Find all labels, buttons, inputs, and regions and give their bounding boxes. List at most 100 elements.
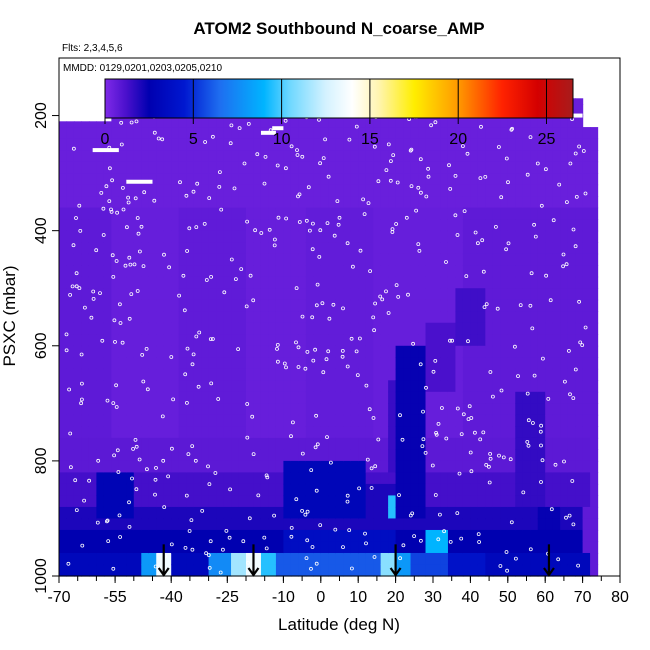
heatmap-cell-929 bbox=[223, 311, 232, 324]
heatmap-cell-2178 bbox=[447, 184, 457, 197]
heatmap-cell-2203 bbox=[447, 472, 457, 485]
sample-point-501 bbox=[431, 369, 436, 374]
heatmap-cell-514 bbox=[148, 368, 157, 381]
heatmap-cell-588 bbox=[163, 253, 172, 266]
heatmap-cell-504 bbox=[148, 253, 157, 266]
heatmap-cell-1903 bbox=[395, 403, 404, 416]
heatmap-cell-819 bbox=[201, 495, 210, 508]
sample-point-309 bbox=[464, 274, 469, 279]
sample-point-91 bbox=[573, 367, 578, 372]
heatmap-cell-2358 bbox=[477, 322, 486, 335]
heatmap-cell-22 bbox=[59, 368, 68, 381]
heatmap-cell-50 bbox=[66, 230, 75, 243]
sample-point-324 bbox=[331, 302, 336, 307]
heatmap-cell-1833 bbox=[380, 564, 389, 577]
heatmap-cell-2869 bbox=[567, 403, 576, 416]
heatmap-cell-2990 bbox=[590, 414, 599, 427]
sample-point-376 bbox=[436, 421, 441, 426]
heatmap-cell-631 bbox=[171, 265, 180, 278]
sample-point-337 bbox=[400, 437, 405, 442]
heatmap-cell-594 bbox=[163, 322, 172, 335]
heatmap-cell-2763 bbox=[552, 150, 561, 163]
heatmap-cell-261 bbox=[103, 357, 112, 370]
heatmap-cell-101 bbox=[73, 357, 83, 370]
heatmap-cell-1010 bbox=[238, 276, 247, 289]
heatmap-cell-416 bbox=[133, 207, 142, 220]
sample-point-386 bbox=[282, 361, 287, 366]
heatmap-cell-572 bbox=[156, 552, 165, 566]
heatmap-cell-16 bbox=[59, 299, 68, 312]
heatmap-cell-43 bbox=[66, 150, 75, 163]
heatmap-cell-1349 bbox=[298, 311, 307, 324]
heatmap-cell-2671 bbox=[530, 541, 539, 554]
heatmap-cell-1443 bbox=[313, 426, 322, 439]
heatmap-cell-1138 bbox=[260, 299, 270, 312]
heatmap-cell-136 bbox=[81, 299, 90, 312]
heatmap-cell-1895 bbox=[395, 311, 404, 324]
sample-point-82 bbox=[411, 341, 416, 346]
heatmap-cell-1182 bbox=[268, 322, 277, 335]
heatmap-cell-2628 bbox=[522, 529, 531, 543]
heatmap-cell-1593 bbox=[343, 219, 352, 232]
heatmap-cell-946 bbox=[223, 506, 232, 520]
sample-point-250 bbox=[267, 227, 272, 232]
sample-point-92 bbox=[406, 292, 410, 297]
heatmap-cell-641 bbox=[171, 380, 180, 393]
heatmap-cell-2271 bbox=[462, 288, 471, 301]
sample-point-268 bbox=[142, 190, 147, 195]
heatmap-cell-329 bbox=[118, 173, 127, 186]
heatmap-cell-1132 bbox=[260, 230, 270, 243]
heatmap-cell-1860 bbox=[388, 391, 397, 404]
heatmap-cell-1619 bbox=[343, 518, 352, 531]
heatmap-cell-669 bbox=[178, 219, 187, 232]
sample-point-406 bbox=[246, 122, 251, 126]
heatmap-cell-2404 bbox=[485, 368, 494, 381]
heatmap-cell-1113 bbox=[253, 495, 262, 508]
heatmap-cell-618 bbox=[171, 115, 180, 128]
sample-point-445 bbox=[345, 364, 350, 369]
sample-point-277 bbox=[275, 342, 280, 347]
heatmap-cell-1699 bbox=[358, 472, 367, 485]
heatmap-cell-1438 bbox=[313, 368, 322, 381]
heatmap-cell-1591 bbox=[343, 196, 352, 209]
sample-point-35 bbox=[453, 173, 458, 178]
heatmap-cell-863 bbox=[208, 518, 217, 531]
sample-point-118 bbox=[276, 215, 281, 220]
heatmap-cell-2643 bbox=[530, 219, 539, 232]
heatmap-cell-2222 bbox=[455, 207, 464, 220]
heatmap-cell-1659 bbox=[350, 495, 359, 508]
heatmap-cell-1489 bbox=[320, 472, 329, 485]
heatmap-cell-1589 bbox=[343, 173, 352, 186]
heatmap-cell-2236 bbox=[455, 368, 464, 381]
heatmap-cell-243 bbox=[103, 150, 112, 163]
heatmap-cell-463 bbox=[141, 265, 150, 278]
heatmap-cell-2217 bbox=[455, 150, 464, 163]
sample-point-397 bbox=[564, 515, 568, 520]
sample-point-98 bbox=[409, 184, 414, 189]
heatmap-cell-13 bbox=[59, 265, 68, 278]
heatmap-cell-1333 bbox=[298, 127, 307, 140]
heatmap-cell-1534 bbox=[328, 506, 337, 520]
heatmap-cell-2929 bbox=[582, 161, 591, 174]
heatmap-cell-1496 bbox=[320, 552, 329, 566]
heatmap-cell-1749 bbox=[365, 564, 374, 577]
heatmap-cell-1129 bbox=[260, 196, 270, 209]
heatmap-cell-579 bbox=[163, 150, 172, 163]
heatmap-cell-1748 bbox=[365, 552, 374, 566]
heatmap-cell-1785 bbox=[373, 495, 382, 508]
heatmap-cell-1422 bbox=[313, 184, 322, 197]
heatmap-cell-157 bbox=[81, 541, 90, 554]
heatmap-cell-1590 bbox=[343, 184, 352, 197]
heatmap-cell-427 bbox=[133, 334, 142, 347]
sample-point-440 bbox=[488, 451, 493, 456]
heatmap-cell-522 bbox=[148, 460, 157, 473]
heatmap-cell-2722 bbox=[545, 161, 554, 174]
heatmap-cell-1255 bbox=[283, 196, 292, 209]
heatmap-cell-404 bbox=[126, 552, 135, 566]
sample-point-329 bbox=[398, 556, 403, 561]
heatmap-cell-1408 bbox=[305, 506, 314, 520]
heatmap-cell-1790 bbox=[373, 552, 382, 566]
heatmap-cell-2940 bbox=[582, 288, 591, 301]
heatmap-cell-1794 bbox=[380, 115, 389, 128]
heatmap-cell-2959 bbox=[582, 506, 591, 520]
